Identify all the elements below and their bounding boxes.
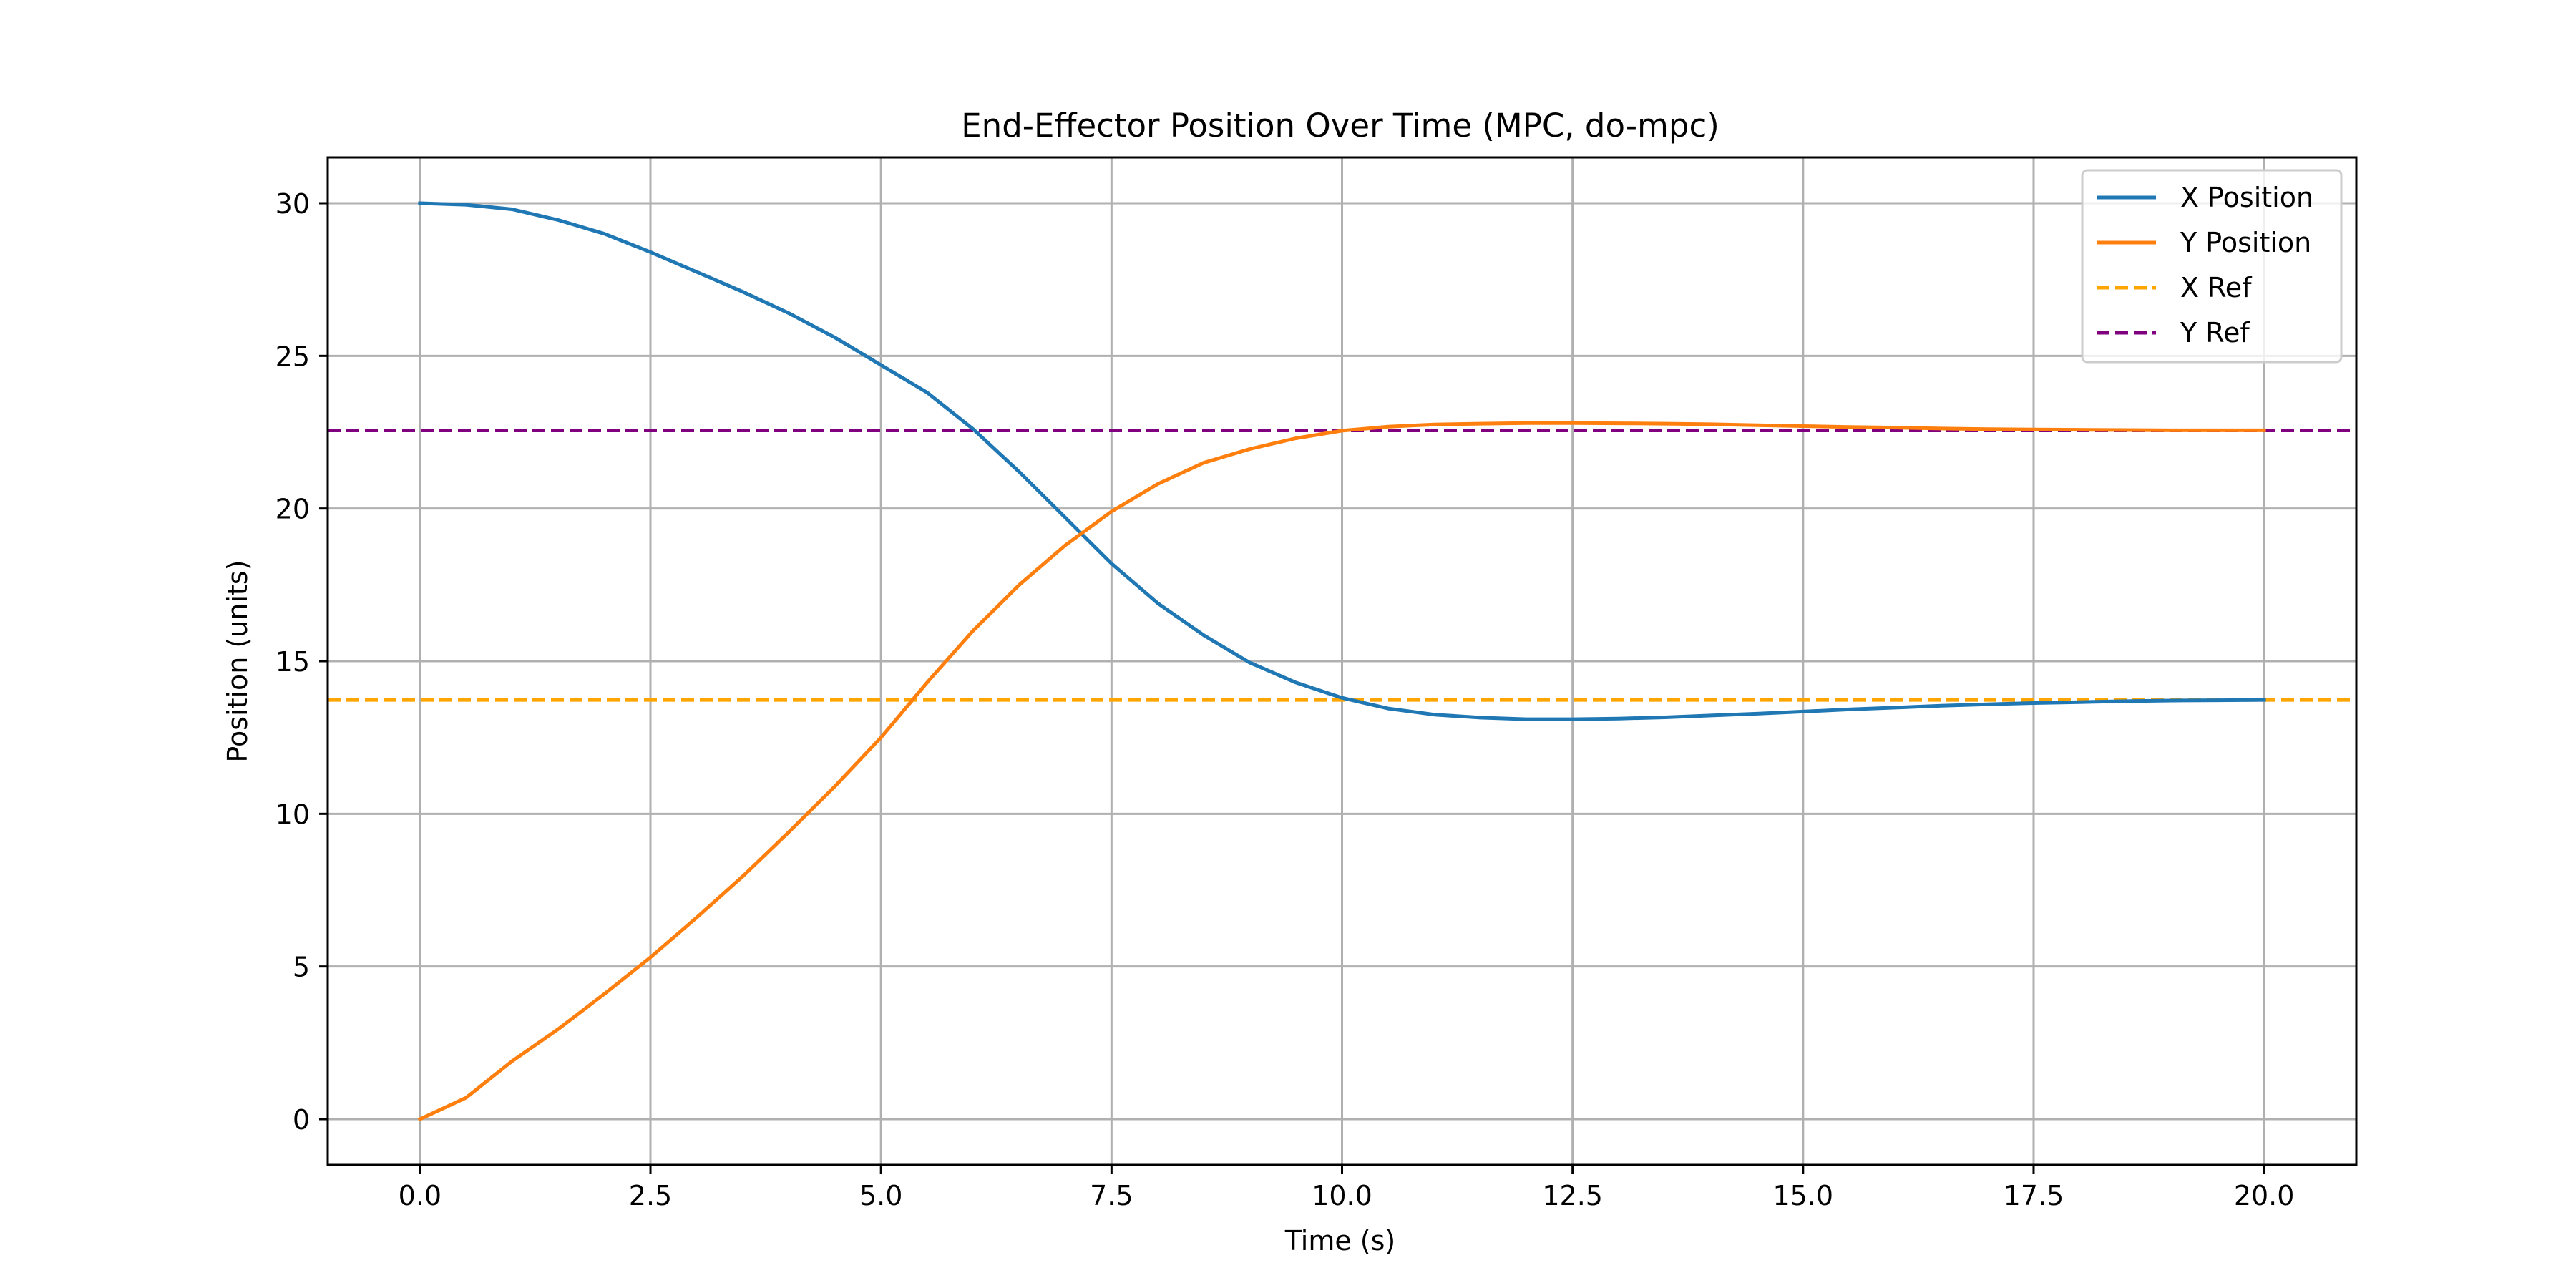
- y-tick-label: 30: [275, 188, 310, 220]
- y-tick-label: 20: [275, 494, 310, 525]
- x-tick-label: 0.0: [399, 1180, 441, 1211]
- y-axis-label: Position (units): [222, 560, 253, 762]
- chart-title: End-Effector Position Over Time (MPC, do…: [961, 107, 1719, 145]
- legend-label: Y Position: [2180, 227, 2311, 258]
- x-tick-label: 7.5: [1090, 1180, 1133, 1211]
- legend-label: X Ref: [2180, 272, 2253, 303]
- x-tick-label: 2.5: [629, 1180, 672, 1211]
- x-tick-label: 15.0: [1773, 1180, 1834, 1211]
- x-tick-label: 10.0: [1312, 1180, 1372, 1211]
- series-line-y-position: [417, 421, 2266, 1122]
- y-tick-label: 10: [275, 799, 310, 830]
- legend: X Position Y Position X Ref Y Ref: [2081, 169, 2343, 364]
- y-tick-label: 25: [275, 341, 310, 372]
- x-tick-label: 12.5: [1542, 1180, 1603, 1211]
- data-series: [417, 201, 2266, 1122]
- y-tick-label: 5: [293, 952, 310, 983]
- x-axis-label: Time (s): [1284, 1225, 1396, 1257]
- legend-label: Y Ref: [2180, 317, 2250, 348]
- y-axis: 0 5 10 15 20 25 30: [275, 188, 328, 1136]
- x-tick-label: 20.0: [2234, 1180, 2295, 1211]
- grid-lines: [328, 157, 2356, 1165]
- x-axis: 0.0 2.5 5.0 7.5 10.0 12.5 15.0 17.5 20.0: [399, 1165, 2295, 1211]
- legend-label: X Position: [2180, 182, 2313, 213]
- x-tick-label: 17.5: [2004, 1180, 2064, 1211]
- legend-entries: X Position Y Position X Ref Y Ref: [2097, 182, 2313, 348]
- legend-box: [2081, 169, 2343, 364]
- y-tick-label: 0: [293, 1104, 310, 1136]
- y-tick-label: 15: [275, 646, 310, 678]
- series-line-x-position: [418, 201, 2266, 721]
- x-tick-label: 5.0: [859, 1180, 902, 1211]
